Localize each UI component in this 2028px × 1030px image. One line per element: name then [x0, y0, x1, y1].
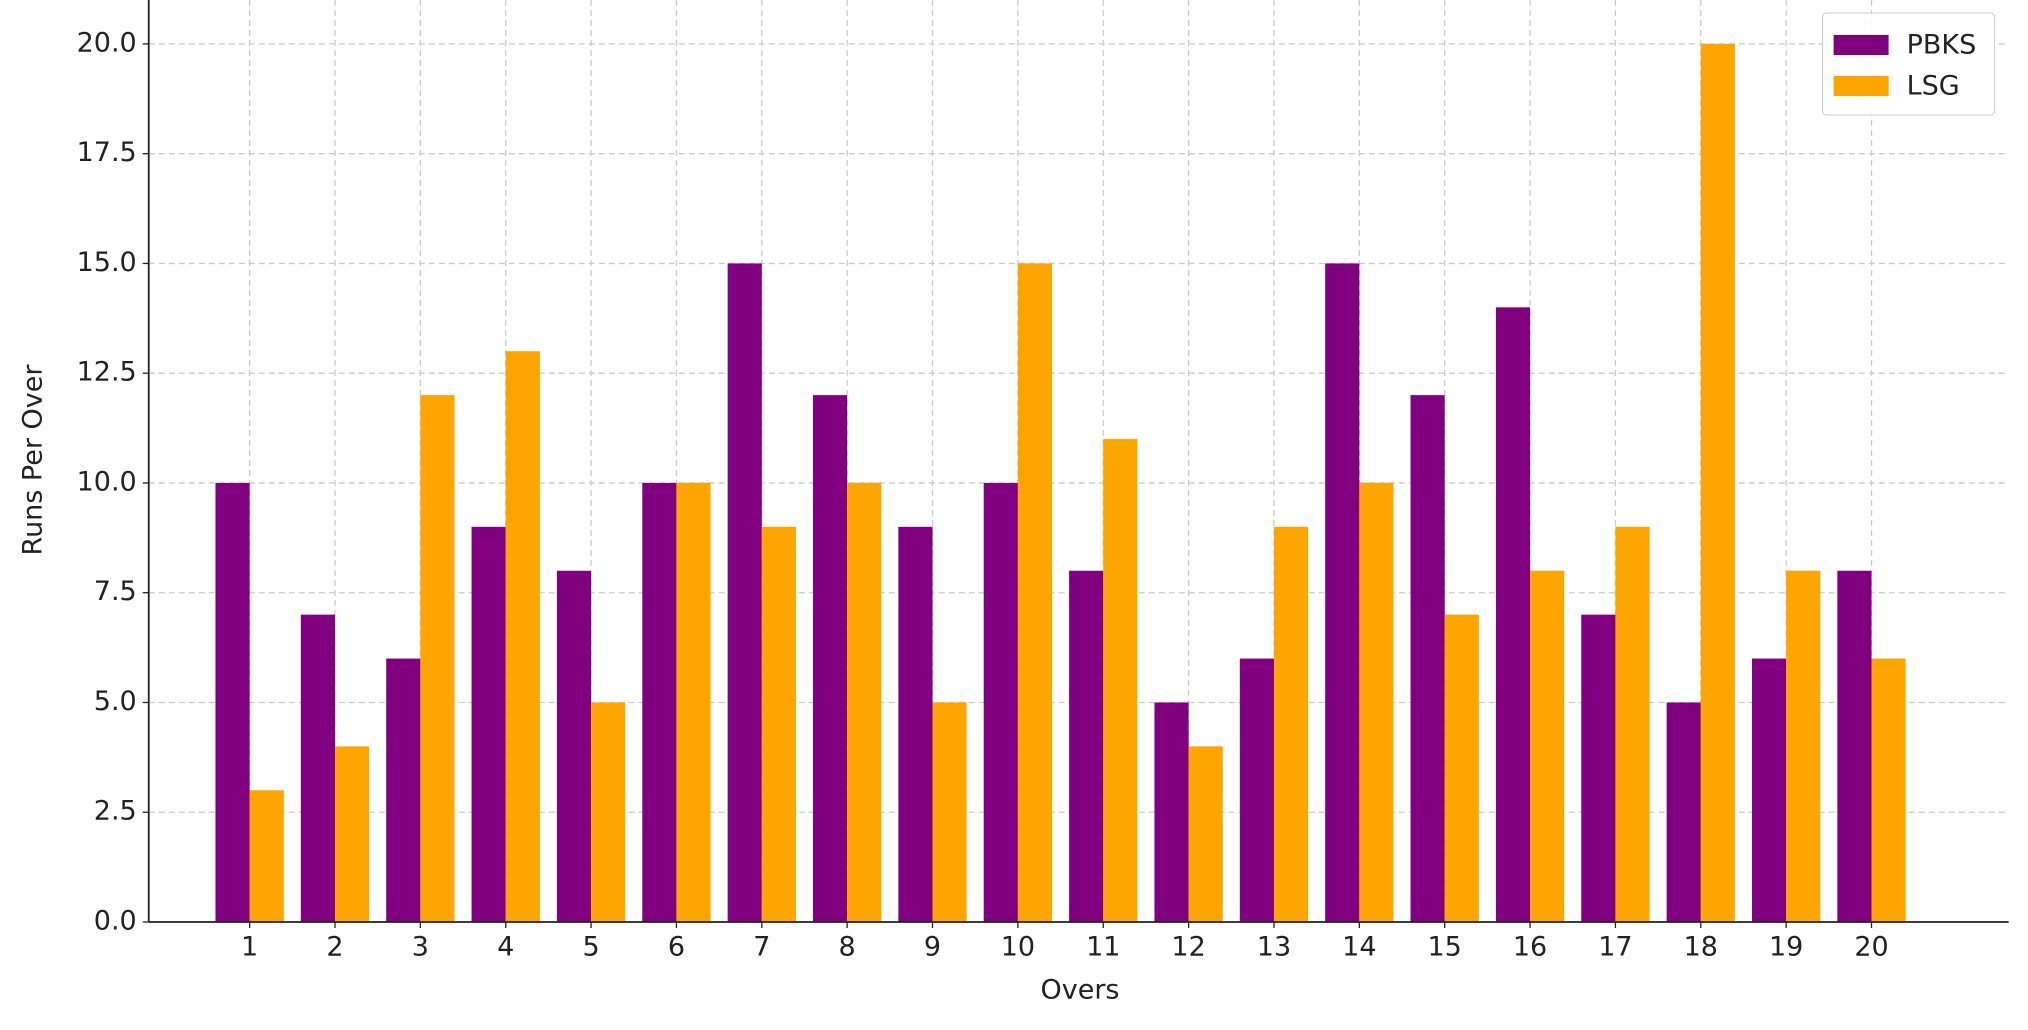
bar — [334, 746, 370, 922]
bar — [932, 702, 967, 922]
y-tick-label: 0.0 — [94, 906, 137, 937]
x-tick-label: 7 — [753, 932, 770, 963]
x-tick-label: 1 — [241, 932, 258, 963]
y-tick-label: 7.5 — [94, 576, 137, 607]
x-tick-label: 15 — [1428, 932, 1462, 963]
bar — [761, 526, 796, 922]
bar — [1103, 439, 1138, 922]
x-tick-label: 20 — [1854, 932, 1888, 963]
legend-swatch — [1833, 76, 1889, 96]
bar — [249, 790, 284, 922]
bar — [505, 351, 540, 922]
bar — [1154, 702, 1189, 922]
x-tick-label: 3 — [412, 932, 429, 963]
bar — [1700, 43, 1735, 922]
bar — [1239, 658, 1274, 922]
bar — [1495, 307, 1531, 922]
bar — [1188, 746, 1223, 922]
bar — [215, 482, 250, 922]
x-tick-label: 11 — [1086, 932, 1120, 963]
bar — [1069, 570, 1104, 922]
bar — [1444, 614, 1479, 922]
y-axis-label: Runs Per Over — [18, 364, 49, 556]
y-tick-label: 15.0 — [77, 247, 137, 278]
bar — [1410, 395, 1445, 923]
bar — [1786, 570, 1821, 922]
bar — [591, 702, 626, 922]
legend-label: LSG — [1907, 71, 1960, 102]
bar — [300, 614, 335, 922]
legend-swatch — [1833, 35, 1889, 55]
bar — [420, 395, 455, 923]
bar — [1666, 702, 1701, 922]
x-tick-label: 14 — [1342, 932, 1376, 963]
bar — [556, 570, 592, 922]
x-tick-label: 16 — [1513, 932, 1547, 963]
x-tick-label: 5 — [582, 932, 599, 963]
y-tick-label: 2.5 — [94, 796, 137, 827]
bar — [386, 658, 421, 922]
bar — [1581, 614, 1616, 922]
bar — [471, 526, 506, 922]
x-tick-label: 12 — [1171, 932, 1205, 963]
x-tick-label: 2 — [326, 932, 343, 963]
bar — [1751, 658, 1787, 922]
bar — [813, 395, 848, 923]
bar — [1325, 263, 1360, 922]
bar — [676, 482, 711, 922]
y-tick-label: 12.5 — [77, 357, 137, 388]
bar — [1359, 482, 1394, 922]
bar — [1871, 658, 1906, 922]
x-tick-label: 19 — [1769, 932, 1803, 963]
x-tick-label: 4 — [497, 932, 514, 963]
x-tick-label: 13 — [1257, 932, 1291, 963]
y-tick-label: 5.0 — [94, 686, 137, 717]
x-tick-label: 18 — [1684, 932, 1718, 963]
legend-label: PBKS — [1907, 30, 1977, 61]
bar — [727, 263, 762, 922]
x-tick-label: 8 — [839, 932, 856, 963]
y-tick-label: 20.0 — [77, 27, 137, 58]
bar — [1530, 570, 1565, 922]
bar — [1017, 263, 1053, 922]
x-tick-label: 6 — [668, 932, 685, 963]
bar — [642, 482, 677, 922]
bar — [898, 526, 933, 922]
bar — [983, 482, 1018, 922]
x-tick-label: 10 — [1001, 932, 1035, 963]
bar — [1837, 570, 1872, 922]
bar — [1273, 526, 1309, 922]
x-axis-label: Overs — [1040, 975, 1119, 1006]
bar — [1615, 526, 1650, 922]
x-tick-label: 17 — [1598, 932, 1632, 963]
y-tick-label: 10.0 — [77, 466, 137, 497]
x-tick-label: 9 — [924, 932, 941, 963]
bar — [847, 482, 882, 922]
y-tick-label: 17.5 — [77, 137, 137, 168]
